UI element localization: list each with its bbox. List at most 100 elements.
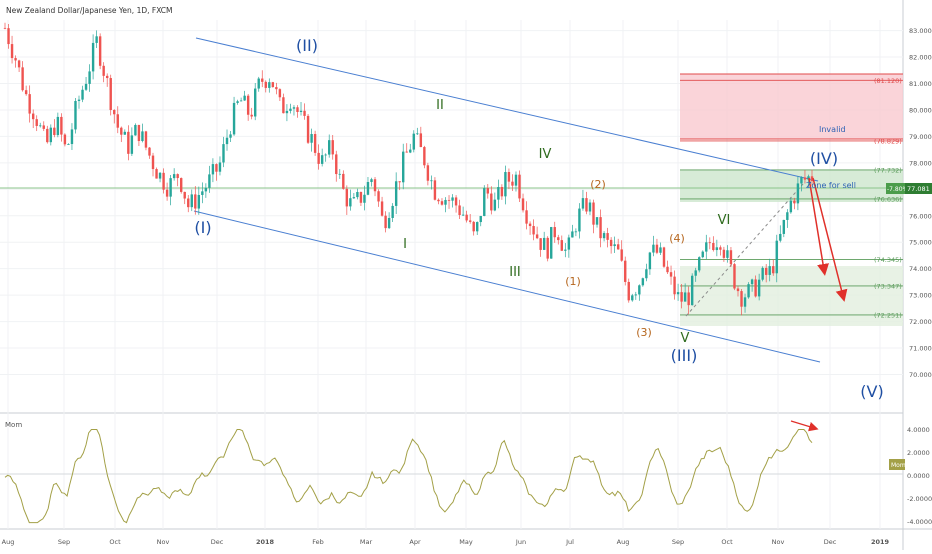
candle-body [542,237,546,250]
zone-for-sell-label: Zone for sell [806,181,856,190]
price-tick-label: 73.000 [909,292,932,300]
candle-body [705,242,708,252]
candle-body [211,164,215,175]
candle-body [169,178,172,197]
candle-body [560,240,563,251]
mom-tick-label: -2.0000 [907,495,932,503]
candle-body [532,226,535,235]
candle-body [659,247,662,253]
candle-body [740,291,743,307]
time-tick-label: Aug [617,538,630,546]
candle-body [250,114,253,117]
candle-body [42,125,45,129]
candle-body [53,127,56,136]
price-tick-label: 79.000 [909,133,932,141]
candle-body [567,237,571,250]
candle-body [299,110,303,112]
candle-body [652,244,655,253]
candle-body [56,116,60,136]
candle-body [476,222,479,232]
candle-body [680,292,683,302]
momentum-divergence-arrow [790,420,819,432]
candle-body [616,244,620,250]
candle-body [613,244,616,247]
wave-label: II [436,98,444,113]
candle-body [796,183,800,204]
candle-body [151,155,155,170]
candle-body [81,89,84,100]
candle-body [606,233,609,240]
candle-body [690,275,694,306]
candle-body [550,227,553,259]
candle-body [120,127,123,135]
candle-body [754,279,757,297]
candle-body [624,260,627,282]
key-level-label: (81.120) [874,77,902,85]
candle-body [243,95,246,101]
candle-body [95,36,98,43]
candle-body [109,78,112,111]
candle-body [645,269,648,279]
candle-body [416,133,419,135]
candle-body [28,94,31,114]
candle-body [176,174,179,179]
mom-tick-label: 0.0000 [907,472,930,480]
candle-body [349,198,352,207]
candle-body [17,60,21,68]
candle-body [303,110,306,116]
candle-body [662,247,666,267]
candle-body [525,210,528,224]
candle-body [317,152,320,164]
candle-body [60,116,63,135]
candle-body [585,198,588,212]
price-tick-label: 74.000 [909,265,932,273]
candle-body [535,234,539,239]
candle-body [320,155,324,164]
candle-body [708,242,712,244]
candle-body [775,240,778,274]
sell-arrow-2 [812,177,848,302]
candle-body [733,264,736,289]
candle-body [35,119,38,126]
candle-body [521,198,525,211]
candle-body [793,200,796,204]
candle-body [588,202,592,212]
candle-body [719,247,722,250]
candle-body [377,191,380,202]
candle-body [648,252,652,270]
candle-body [116,114,119,128]
candle-body [528,223,532,227]
candle-body [46,128,49,143]
candle-body [539,238,542,250]
candle-body [373,179,377,192]
candles [3,22,814,316]
candle-body [165,189,169,197]
candle-body [412,133,415,150]
wave-label: (II) [296,36,318,55]
candle-body [7,28,10,45]
candle-body [507,172,511,182]
candle-body [468,220,472,222]
candle-body [789,200,793,213]
candle-body [676,292,680,295]
price-tick-label: 70.000 [909,371,932,379]
wave-labels: (II)(I)(III)(IV)(V)IIIIIIIVVVI(1)(2)(3)(… [194,36,883,401]
key-level-label: (73.347) [874,282,902,290]
candle-body [398,181,401,183]
time-tick-label: May [459,538,473,546]
candle-body [335,154,338,175]
mom-tick-label: -4.0000 [907,518,932,526]
key-levels: (81.120) (78.829) (77.732) (76.636) (74.345)… [680,77,903,319]
candle-body [726,250,729,258]
candle-body [518,174,521,199]
candle-body [571,231,574,238]
candle-body [21,67,24,91]
wave-label: VI [718,213,731,228]
candle-body [282,97,285,114]
candle-body [113,110,116,115]
time-tick-label: Feb [312,538,324,546]
time-tick-label: Nov [772,538,785,546]
time-tick-label: Oct [109,538,121,546]
candle-body [352,197,356,199]
